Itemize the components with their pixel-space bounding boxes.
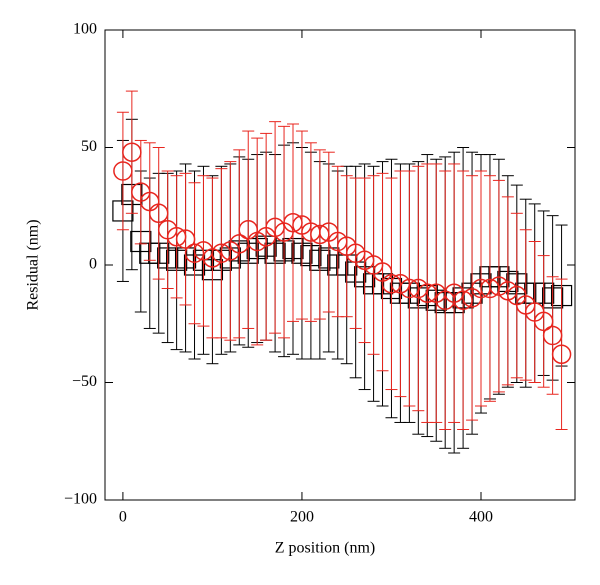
error-bar bbox=[260, 132, 273, 341]
y-tick-label: −100 bbox=[64, 491, 97, 508]
error-bar bbox=[143, 142, 156, 261]
x-tick-label: 200 bbox=[290, 509, 314, 526]
error-bar bbox=[295, 130, 308, 320]
error-bar bbox=[179, 172, 192, 306]
error-bar bbox=[448, 163, 461, 423]
error-bar bbox=[439, 170, 452, 430]
error-bar bbox=[412, 165, 425, 412]
error-bar bbox=[430, 163, 443, 423]
error-bar bbox=[322, 151, 335, 313]
error-bar bbox=[242, 130, 255, 329]
error-bar bbox=[116, 111, 129, 231]
error-bar bbox=[501, 196, 514, 386]
error-bar bbox=[537, 255, 550, 388]
error-bar bbox=[492, 179, 505, 393]
y-tick-label: 50 bbox=[81, 138, 97, 155]
x-tick-label: 400 bbox=[469, 509, 493, 526]
error-bar bbox=[466, 175, 479, 421]
error-bar bbox=[376, 172, 389, 372]
error-bar bbox=[197, 175, 210, 327]
error-bar bbox=[134, 139, 147, 245]
error-bar bbox=[546, 276, 559, 395]
y-tick-label: 0 bbox=[89, 256, 97, 273]
y-tick-label: 100 bbox=[73, 21, 97, 38]
marker bbox=[551, 344, 572, 365]
error-bar bbox=[278, 125, 291, 339]
y-tick-label: −50 bbox=[72, 373, 97, 390]
error-bar bbox=[233, 149, 246, 339]
error-bar bbox=[161, 170, 174, 289]
error-bar bbox=[519, 229, 532, 381]
error-bar bbox=[510, 212, 523, 379]
x-tick-label: 0 bbox=[119, 509, 127, 526]
x-axis-label: Z position (nm) bbox=[275, 540, 375, 557]
error-bar bbox=[224, 161, 237, 341]
error-bar bbox=[358, 177, 371, 344]
y-axis-label: Residual (nm) bbox=[25, 219, 42, 310]
error-bar bbox=[340, 175, 353, 318]
error-bar bbox=[331, 165, 344, 318]
error-bar bbox=[251, 137, 264, 346]
error-bar bbox=[152, 147, 165, 280]
error-bar bbox=[528, 241, 541, 383]
error-bar bbox=[367, 175, 380, 355]
error-bar bbox=[555, 278, 568, 430]
error-bar bbox=[269, 121, 282, 334]
